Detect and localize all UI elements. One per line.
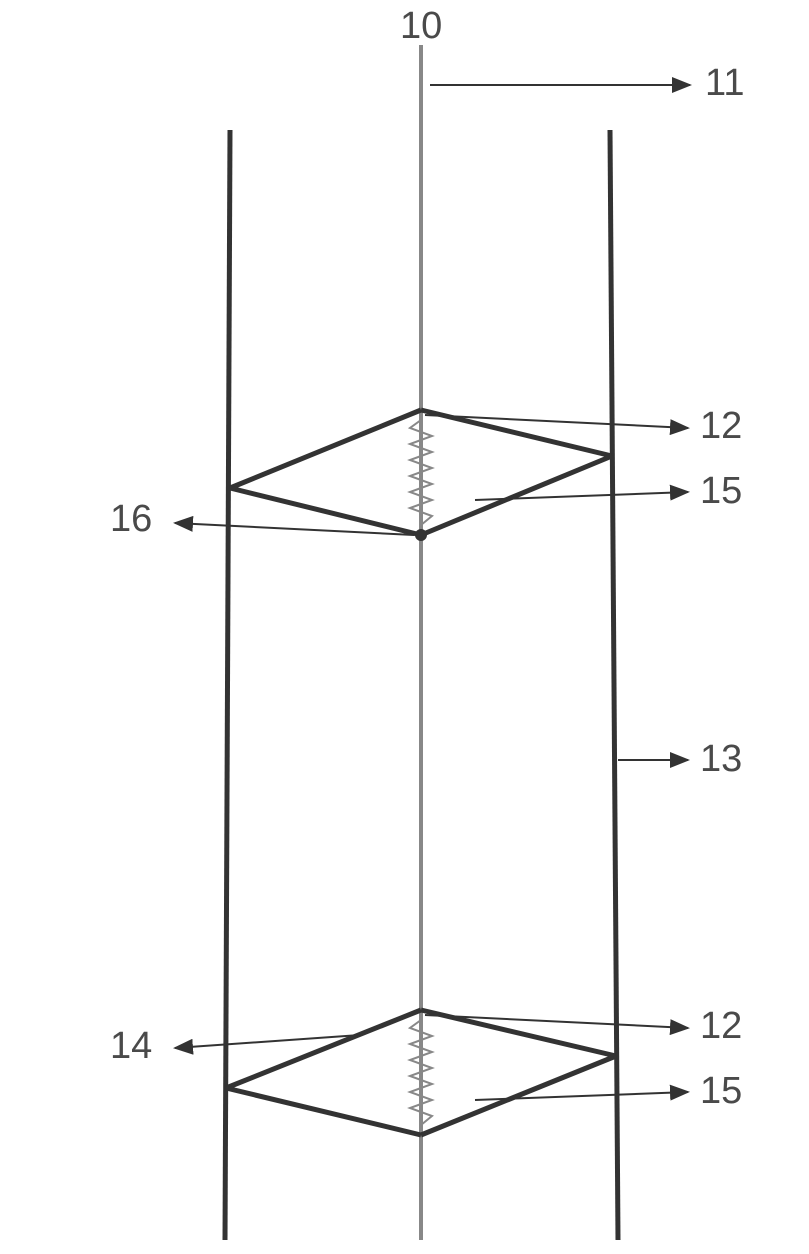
- label-15-lower: 15: [700, 1070, 742, 1113]
- lower-diamond-top-left: [226, 1010, 421, 1088]
- label-10: 10: [400, 5, 442, 48]
- left-outer-line: [225, 130, 230, 1240]
- right-outer-line: [610, 130, 618, 1240]
- upper-diamond-top-left: [230, 410, 421, 488]
- upper-center-dot: [415, 529, 427, 541]
- label-11: 11: [705, 62, 744, 105]
- label-15-upper: 15: [700, 470, 742, 513]
- label-12-lower: 12: [700, 1005, 742, 1048]
- label-16: 16: [110, 498, 152, 541]
- lower-diamond-bottom-left: [226, 1088, 421, 1135]
- label-12-upper: 12: [700, 405, 742, 448]
- arrow-15-upper: [475, 492, 688, 500]
- label-14: 14: [110, 1025, 152, 1068]
- arrow-15-lower: [475, 1092, 688, 1100]
- label-13: 13: [700, 738, 742, 781]
